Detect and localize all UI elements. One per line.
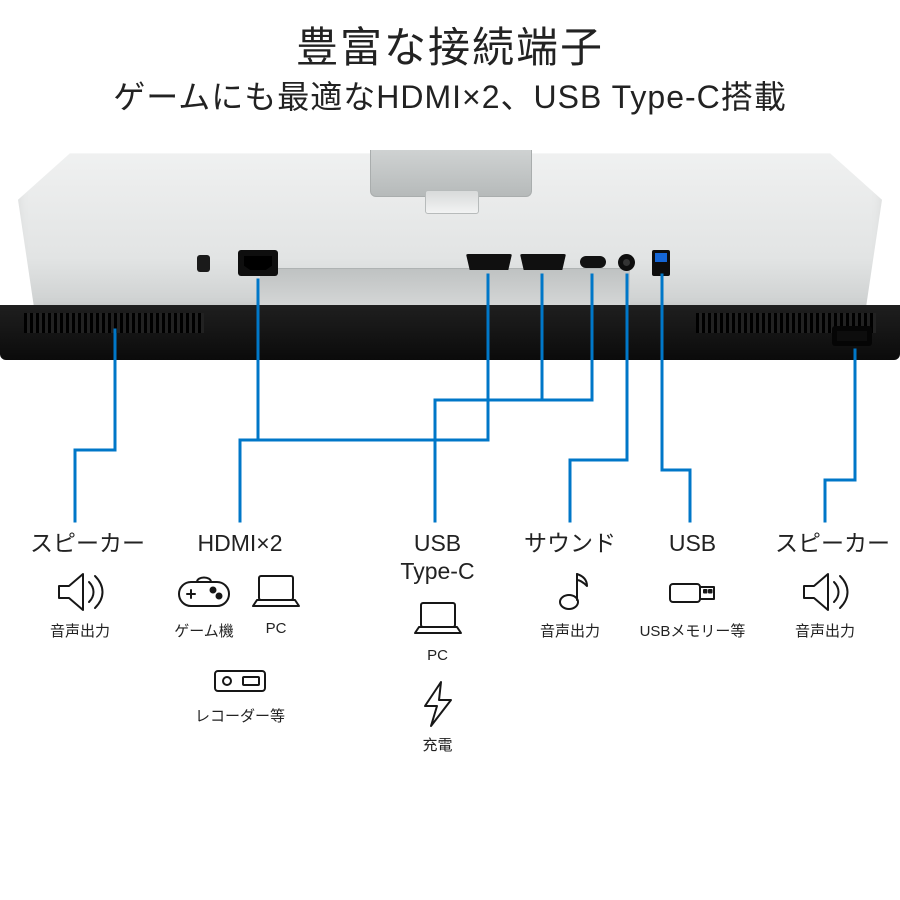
power-iec-port — [238, 250, 278, 276]
hdmi-port-2 — [520, 254, 566, 270]
icon-caption: レコーダー等 — [165, 705, 315, 726]
column-label: スピーカー — [775, 530, 875, 558]
monitor-rear-view — [0, 150, 900, 400]
speaker-icon: 音声出力 — [49, 566, 111, 641]
audio-jack-port — [618, 254, 635, 271]
monitor-bottom-bezel — [0, 305, 900, 360]
page-subtitle: ゲームにも最適なHDMI×2、USB Type-C搭載 — [0, 72, 900, 118]
column-label: USB — [635, 530, 750, 558]
page-title: 豊富な接続端子 — [0, 14, 900, 75]
icon-caption: ゲーム機 — [173, 620, 235, 641]
icon-caption: 音声出力 — [49, 620, 111, 641]
usb-a-side-port — [832, 326, 872, 346]
note-icon: 音声出力 — [539, 566, 601, 641]
column-label: スピーカー — [30, 530, 130, 558]
column-usb: USB USBメモリー等 — [635, 530, 750, 641]
column-speaker-right: スピーカー音声出力 — [775, 530, 875, 641]
hdmi-port-1 — [466, 254, 512, 270]
icon-caption: 音声出力 — [794, 620, 856, 641]
kensington-lock-port — [197, 255, 210, 272]
stand-cutout — [370, 150, 532, 197]
column-sound: サウンド音声出力 — [520, 530, 620, 641]
icon-caption: 音声出力 — [539, 620, 601, 641]
speaker-icon: 音声出力 — [794, 566, 856, 641]
bolt-icon: 充電 — [380, 678, 495, 755]
gamepad-icon: ゲーム機 — [173, 566, 235, 641]
port-recess — [260, 268, 630, 309]
usb-a-rear-port — [652, 250, 670, 276]
laptop-icon: PC — [407, 593, 469, 664]
column-hdmi: HDMI×2 ゲーム機 PC レコーダー等 — [165, 530, 315, 726]
laptop-icon: PC — [245, 566, 307, 641]
callout-lines — [0, 0, 900, 900]
usb-c-port — [580, 256, 606, 268]
icon-caption: PC — [245, 620, 307, 637]
icon-caption: USBメモリー等 — [640, 620, 746, 641]
icon-caption: 充電 — [380, 734, 495, 755]
column-label: USB Type-C — [380, 530, 495, 585]
column-label: HDMI×2 — [165, 530, 315, 558]
usb-stick-icon: USBメモリー等 — [640, 566, 746, 641]
column-label: サウンド — [520, 530, 620, 558]
column-speaker-left: スピーカー音声出力 — [30, 530, 130, 641]
recorder-icon: レコーダー等 — [165, 655, 315, 726]
column-usbc: USB Type-C PC 充電 — [380, 530, 495, 755]
icon-caption: PC — [407, 647, 469, 664]
